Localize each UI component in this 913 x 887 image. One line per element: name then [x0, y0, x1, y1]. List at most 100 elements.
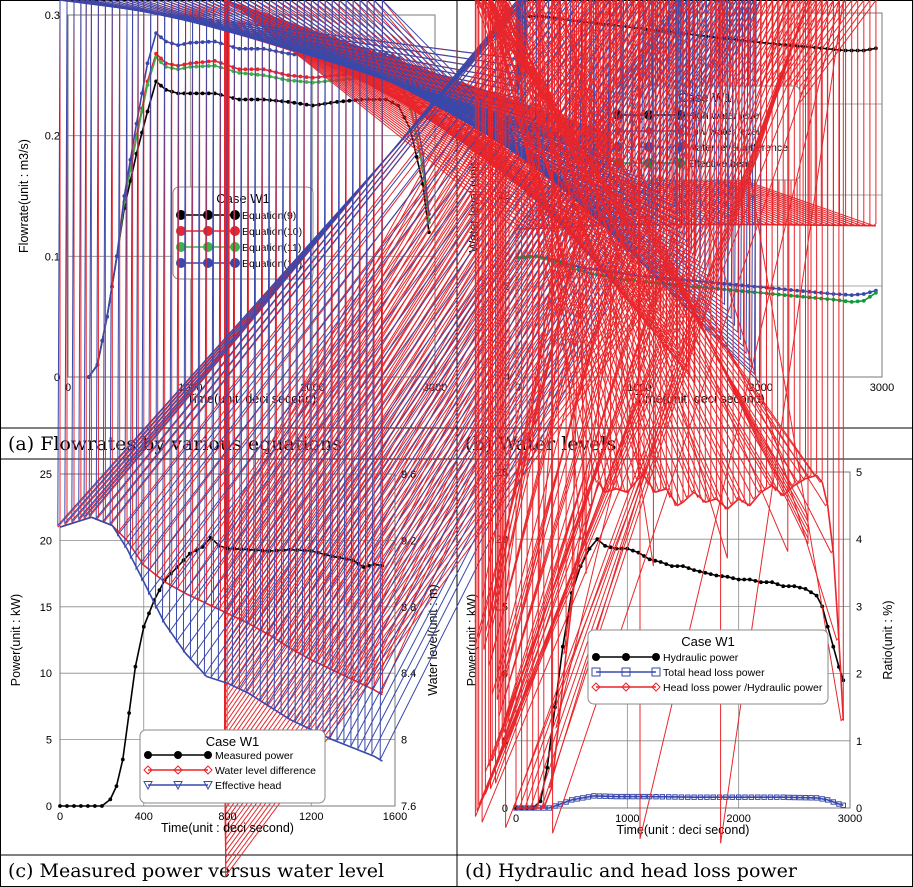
data-point: [484, 0, 795, 795]
data-point: [545, 765, 550, 770]
data-point: [560, 644, 565, 649]
series-head-loss-power-hydraulic-power: [474, 0, 845, 844]
y-tick-label: 0.1: [45, 251, 60, 263]
y-tick-label: 0.2: [45, 131, 60, 143]
data-point: [127, 711, 132, 715]
data-point: [780, 794, 786, 800]
data-point: [206, 39, 211, 44]
data-point: [175, 0, 644, 644]
legend-marker: [144, 751, 152, 759]
data-point: [157, 588, 162, 593]
data-point: [114, 784, 119, 788]
data-point: [304, 102, 309, 107]
y-tick-label: 15: [40, 602, 52, 614]
legend-label: Effective head: [215, 780, 282, 792]
data-point: [122, 194, 127, 198]
data-point: [298, 74, 303, 79]
y-tick-label: 10: [40, 668, 52, 680]
data-point: [808, 795, 814, 801]
data-point: [194, 91, 199, 96]
data-point: [141, 624, 146, 629]
data-point: [304, 75, 309, 79]
legend-marker: [621, 667, 631, 677]
data-point: [792, 584, 797, 589]
data-point: [635, 793, 642, 800]
data-point: [538, 0, 584, 583]
y-right-tick-label: 8.4: [401, 668, 416, 680]
data-point: [574, 796, 580, 802]
data-point: [747, 577, 752, 582]
data-point: [249, 67, 254, 72]
data-point: [286, 51, 291, 56]
data-point: [613, 793, 619, 800]
legend-marker: [591, 682, 601, 692]
data-point: [795, 294, 799, 299]
y-tick-label: 0: [54, 372, 60, 384]
data-point: [315, 0, 734, 734]
data-point: [770, 580, 774, 585]
data-point: [145, 83, 150, 87]
data-point: [255, 46, 260, 51]
legend-title: Case W1: [206, 734, 259, 749]
data-point: [188, 40, 193, 45]
data-point: [255, 72, 260, 77]
data-point: [488, 0, 768, 767]
data-point: [203, 0, 678, 677]
y-right-tick-label: 8.8: [401, 602, 416, 614]
data-point: [659, 794, 665, 800]
data-point: [478, 0, 807, 806]
data-point: [548, 0, 789, 789]
data-point: [563, 799, 569, 805]
x-tick-label: 1600: [383, 811, 407, 823]
data-point: [678, 794, 685, 800]
data-point: [200, 40, 205, 44]
y-tick-label: 5: [46, 735, 52, 747]
data-point: [868, 290, 872, 295]
data-point: [603, 544, 607, 548]
data-point: [538, 799, 543, 804]
data-point: [692, 568, 696, 572]
data-point: [108, 797, 113, 802]
data-point: [639, 0, 840, 840]
data-point: [789, 293, 793, 298]
x-tick-label: 3000: [870, 382, 894, 394]
x-tick-label: 2000: [726, 813, 750, 825]
data-point: [563, 0, 654, 655]
data-point: [476, 0, 812, 812]
data-point: [685, 794, 691, 800]
data-point: [145, 109, 150, 114]
y-right-tick-label: 7.6: [401, 801, 416, 813]
data-point: [292, 78, 297, 83]
data-point: [496, 0, 701, 700]
y-tick-label: 25: [40, 469, 52, 481]
caption-c: (c) Measured power versus water level: [8, 860, 384, 882]
legend-marker: [203, 242, 213, 252]
data-point: [580, 795, 586, 801]
data-point: [641, 793, 647, 800]
legend-marker: [591, 667, 601, 677]
data-point: [505, 0, 829, 828]
legend-marker: [204, 751, 212, 759]
x-tick-label: 1000: [615, 813, 639, 825]
data-point: [86, 804, 90, 808]
legend-marker: [174, 751, 182, 759]
data-point: [147, 611, 151, 616]
y-tick-label: 0: [46, 801, 52, 813]
legend-label: Total head loss power: [663, 667, 765, 679]
data-point: [602, 793, 608, 799]
data-point: [767, 794, 774, 800]
data-point: [58, 804, 62, 808]
data-point: [133, 664, 138, 669]
legend: Case W1Equation(9)Equation(10)Equation(1…: [172, 186, 314, 280]
data-point: [249, 46, 254, 51]
data-point: [843, 299, 848, 304]
data-point: [491, 0, 762, 762]
data-point: [298, 101, 303, 106]
data-point: [194, 64, 199, 69]
data-point: [206, 91, 211, 96]
data-point: [775, 582, 780, 587]
data-point: [624, 793, 630, 800]
data-point: [653, 558, 658, 563]
data-point: [159, 60, 163, 64]
